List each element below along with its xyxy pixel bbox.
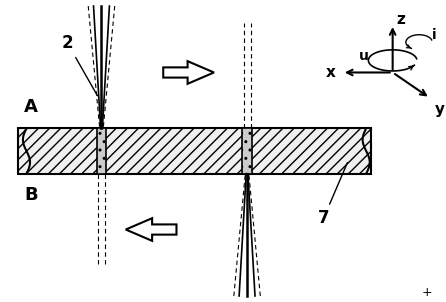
- Text: 7: 7: [318, 162, 347, 227]
- Bar: [242, 128, 252, 174]
- Polygon shape: [163, 61, 214, 84]
- Polygon shape: [126, 218, 177, 241]
- Text: B: B: [24, 186, 38, 204]
- Text: u: u: [359, 49, 369, 63]
- Text: i: i: [432, 28, 437, 42]
- Bar: [97, 128, 106, 174]
- Text: 2: 2: [62, 34, 97, 96]
- Text: z: z: [396, 12, 405, 27]
- Text: y: y: [434, 102, 445, 117]
- Text: x: x: [326, 65, 335, 80]
- Text: +: +: [422, 286, 432, 299]
- Bar: [97, 128, 106, 174]
- Bar: [18, 128, 371, 174]
- Bar: [242, 128, 252, 174]
- Text: A: A: [24, 98, 38, 116]
